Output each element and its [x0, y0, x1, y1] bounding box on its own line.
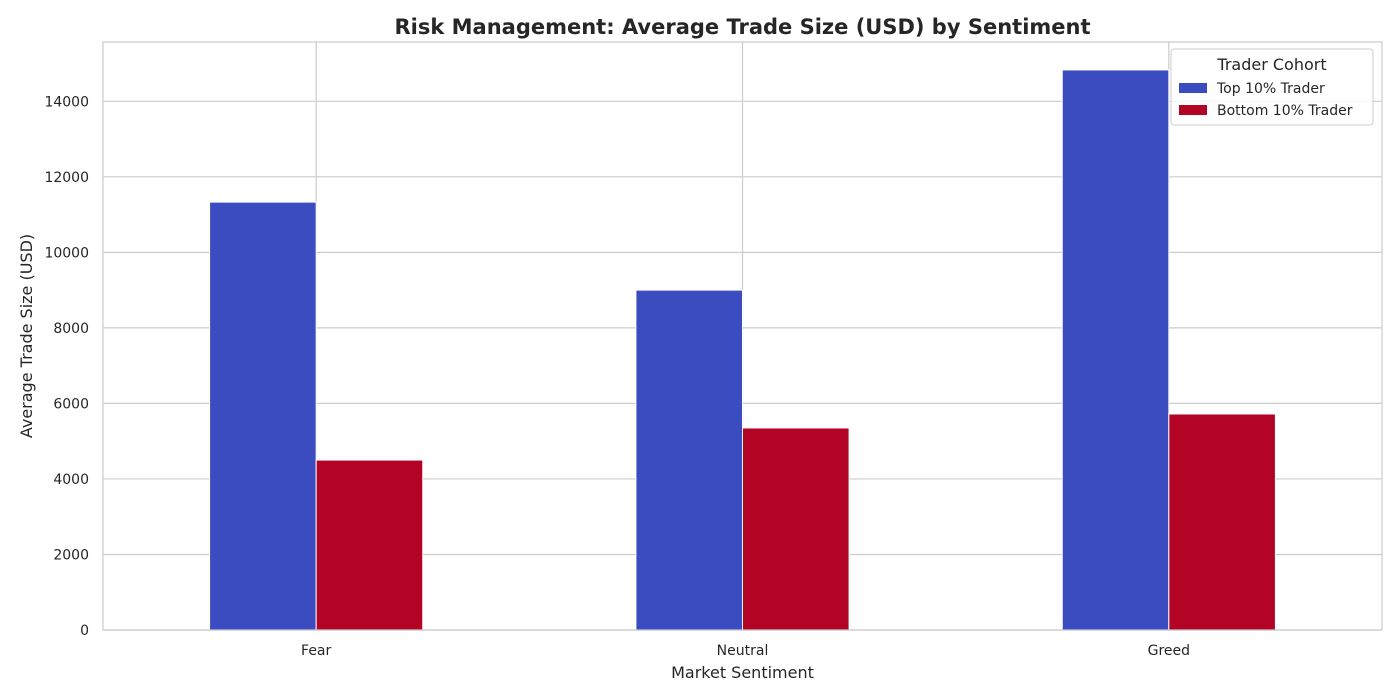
legend-title: Trader Cohort	[1216, 55, 1326, 74]
legend-label: Top 10% Trader	[1216, 81, 1325, 97]
x-axis-label: Market Sentiment	[671, 663, 814, 682]
legend-box	[1170, 48, 1374, 126]
y-tick-label: 0	[80, 623, 89, 639]
bars-layer	[209, 69, 1276, 631]
y-tick-label: 12000	[44, 170, 89, 186]
x-tick-label: Greed	[1148, 643, 1190, 659]
bar-bottom-10-trader-neutral	[742, 427, 850, 631]
legend-entries: Top 10% Trader Bottom 10% Trader	[1179, 81, 1353, 119]
legend: Trader Cohort Top 10% Trader Bottom 10% T…	[1170, 48, 1374, 126]
y-tick-label: 14000	[44, 94, 89, 110]
bar-top-10-trader-fear	[209, 201, 317, 631]
y-tick-label: 8000	[53, 321, 89, 337]
y-tick-label: 2000	[53, 547, 89, 563]
y-tick-label: 6000	[53, 396, 89, 412]
bar-top-10-trader-neutral	[635, 289, 744, 631]
plot-frame	[102, 41, 1383, 631]
legend-swatch	[1179, 105, 1207, 115]
chart-title: Risk Management: Average Trade Size (USD…	[394, 15, 1090, 39]
bar-top-10-trader-greed	[1061, 69, 1170, 631]
ticks-layer: 0 2000 4000 6000 8000 10000 12000 14000 Fear Neut…	[44, 94, 1190, 659]
y-axis-label: Average Trade Size (USD)	[17, 234, 36, 438]
x-tick-label: Fear	[301, 643, 331, 659]
bar-bottom-10-trader-fear	[315, 459, 424, 631]
legend-label: Bottom 10% Trader	[1217, 103, 1353, 119]
y-tick-label: 10000	[44, 245, 89, 261]
legend-swatch	[1179, 83, 1207, 93]
y-tick-label: 4000	[53, 472, 89, 488]
x-tick-label: Neutral	[717, 643, 769, 659]
bar-bottom-10-trader-greed	[1168, 413, 1276, 631]
